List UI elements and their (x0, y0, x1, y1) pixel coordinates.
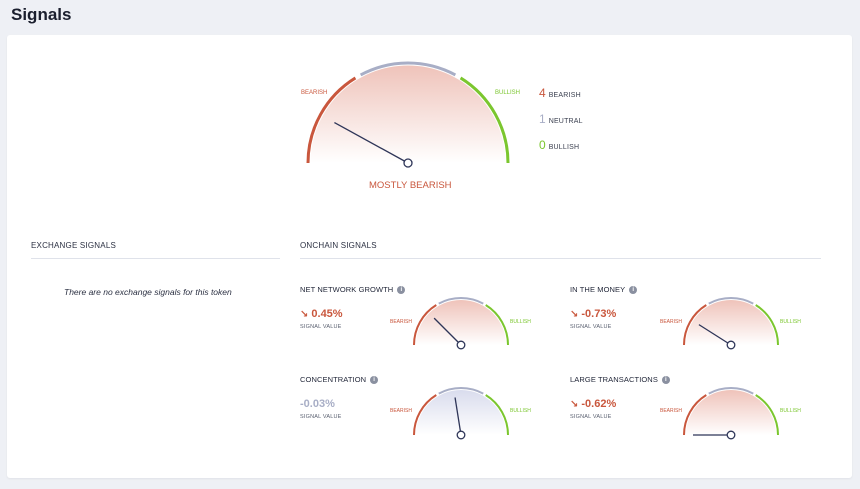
gauge-bearish-label: BEARISH (390, 408, 412, 414)
signal-value-caption: SIGNAL VALUE (570, 324, 612, 330)
gauge-arc-neutral (438, 297, 484, 305)
count-bullish-value: 0 (539, 138, 546, 152)
count-bullish-label: BULLISH (548, 144, 580, 151)
exchange-divider (31, 258, 280, 259)
onchain-signals-title: ONCHAIN SIGNALS (300, 241, 377, 250)
gauge-arc-neutral (708, 387, 754, 395)
gauge-arc-bearish (683, 394, 707, 436)
gauge-needle (334, 121, 409, 164)
signal-name-in-the-money: IN THE MONEY i (570, 285, 638, 294)
gauge-bullish-label: BULLISH (780, 408, 801, 414)
gauge-arc-bullish (459, 76, 510, 164)
gauge-bearish-label: BEARISH (660, 408, 682, 414)
signal-value-large-transactions: ↘ -0.62% (570, 398, 616, 410)
gauge-arc-neutral (708, 297, 754, 305)
gauge-arc-bullish (485, 394, 509, 436)
signal-label: CONCENTRATION (300, 375, 367, 384)
page-title: Signals (11, 5, 72, 24)
gauge-arc-bearish (413, 304, 437, 346)
gauge-bullish-label: BULLISH (510, 408, 531, 414)
gauge-needle-hub (726, 430, 736, 440)
exchange-empty-message: There are no exchange signals for this t… (64, 287, 232, 297)
exchange-signals-title: EXCHANGE SIGNALS (31, 241, 117, 250)
gauge-arc-neutral (438, 387, 484, 395)
gauge-arc-bearish (306, 76, 357, 164)
signal-name-large-transactions: LARGE TRANSACTIONS i (570, 375, 670, 384)
gauge-needle-hub (403, 158, 413, 168)
info-icon[interactable]: i (370, 375, 379, 384)
gauge-bearish-label: BEARISH (390, 319, 412, 325)
signal-name-net-network-growth: NET NETWORK GROWTH i (300, 285, 406, 294)
gauge-needle-hub (726, 340, 736, 350)
gauge-needle-hub (456, 430, 466, 440)
count-bullish: 0 BULLISH (539, 138, 579, 152)
gauge-needle-hub (456, 340, 466, 350)
gauge-needle (433, 317, 462, 346)
signal-value-text: -0.62% (581, 398, 617, 410)
gauge-fill (686, 300, 776, 345)
gauge-fill (416, 300, 506, 345)
summary-verdict: MOSTLY BEARISH (369, 180, 452, 191)
signal-value-caption: SIGNAL VALUE (570, 414, 612, 420)
signal-value-text: 0.45% (311, 308, 343, 320)
gauge-bullish-label: BULLISH (780, 319, 801, 325)
trend-down-icon: ↘ (570, 399, 579, 410)
gauge-fill (310, 65, 506, 163)
info-icon[interactable]: i (629, 285, 638, 294)
trend-down-icon: ↘ (300, 309, 309, 320)
signal-value-caption: SIGNAL VALUE (300, 324, 342, 330)
signal-value-text: -0.73% (581, 308, 617, 320)
signal-value-concentration: -0.03% (300, 398, 335, 410)
count-neutral-value: 1 (539, 112, 546, 126)
signal-label: IN THE MONEY (570, 285, 626, 294)
gauge-fill (416, 390, 506, 435)
gauge-bearish-label: BEARISH (660, 319, 682, 325)
count-neutral-label: NEUTRAL (548, 118, 583, 125)
gauge-bullish-label: BULLISH (510, 319, 531, 325)
signal-value-net-network-growth: ↘ 0.45% (300, 308, 343, 320)
gauge-arc-bearish (683, 304, 707, 346)
gauge-arc-bearish (413, 394, 437, 436)
signal-value-caption: SIGNAL VALUE (300, 414, 342, 420)
signal-value-in-the-money: ↘ -0.73% (570, 308, 616, 320)
info-icon[interactable]: i (397, 285, 406, 294)
gauge-fill (686, 390, 776, 435)
count-bearish-value: 4 (539, 86, 546, 100)
count-neutral: 1 NEUTRAL (539, 112, 583, 126)
signal-label: LARGE TRANSACTIONS (570, 375, 658, 384)
summary-bullish-label: BULLISH (495, 90, 521, 96)
signal-value-text: -0.03% (300, 398, 335, 410)
onchain-divider (300, 258, 821, 259)
signal-label: NET NETWORK GROWTH (300, 285, 394, 294)
summary-bearish-label: BEARISH (301, 90, 328, 96)
trend-down-icon: ↘ (570, 309, 579, 320)
gauge-needle (454, 397, 462, 436)
signal-name-concentration: CONCENTRATION i (300, 375, 379, 384)
count-bearish: 4 BEARISH (539, 86, 581, 100)
gauge-arc-bullish (485, 304, 509, 346)
gauge-arc-neutral (359, 61, 457, 77)
info-icon[interactable]: i (661, 375, 670, 384)
count-bearish-label: BEARISH (548, 92, 581, 99)
gauge-needle (698, 324, 732, 346)
gauge-arc-bullish (755, 304, 779, 346)
gauge-arc-bullish (755, 394, 779, 436)
